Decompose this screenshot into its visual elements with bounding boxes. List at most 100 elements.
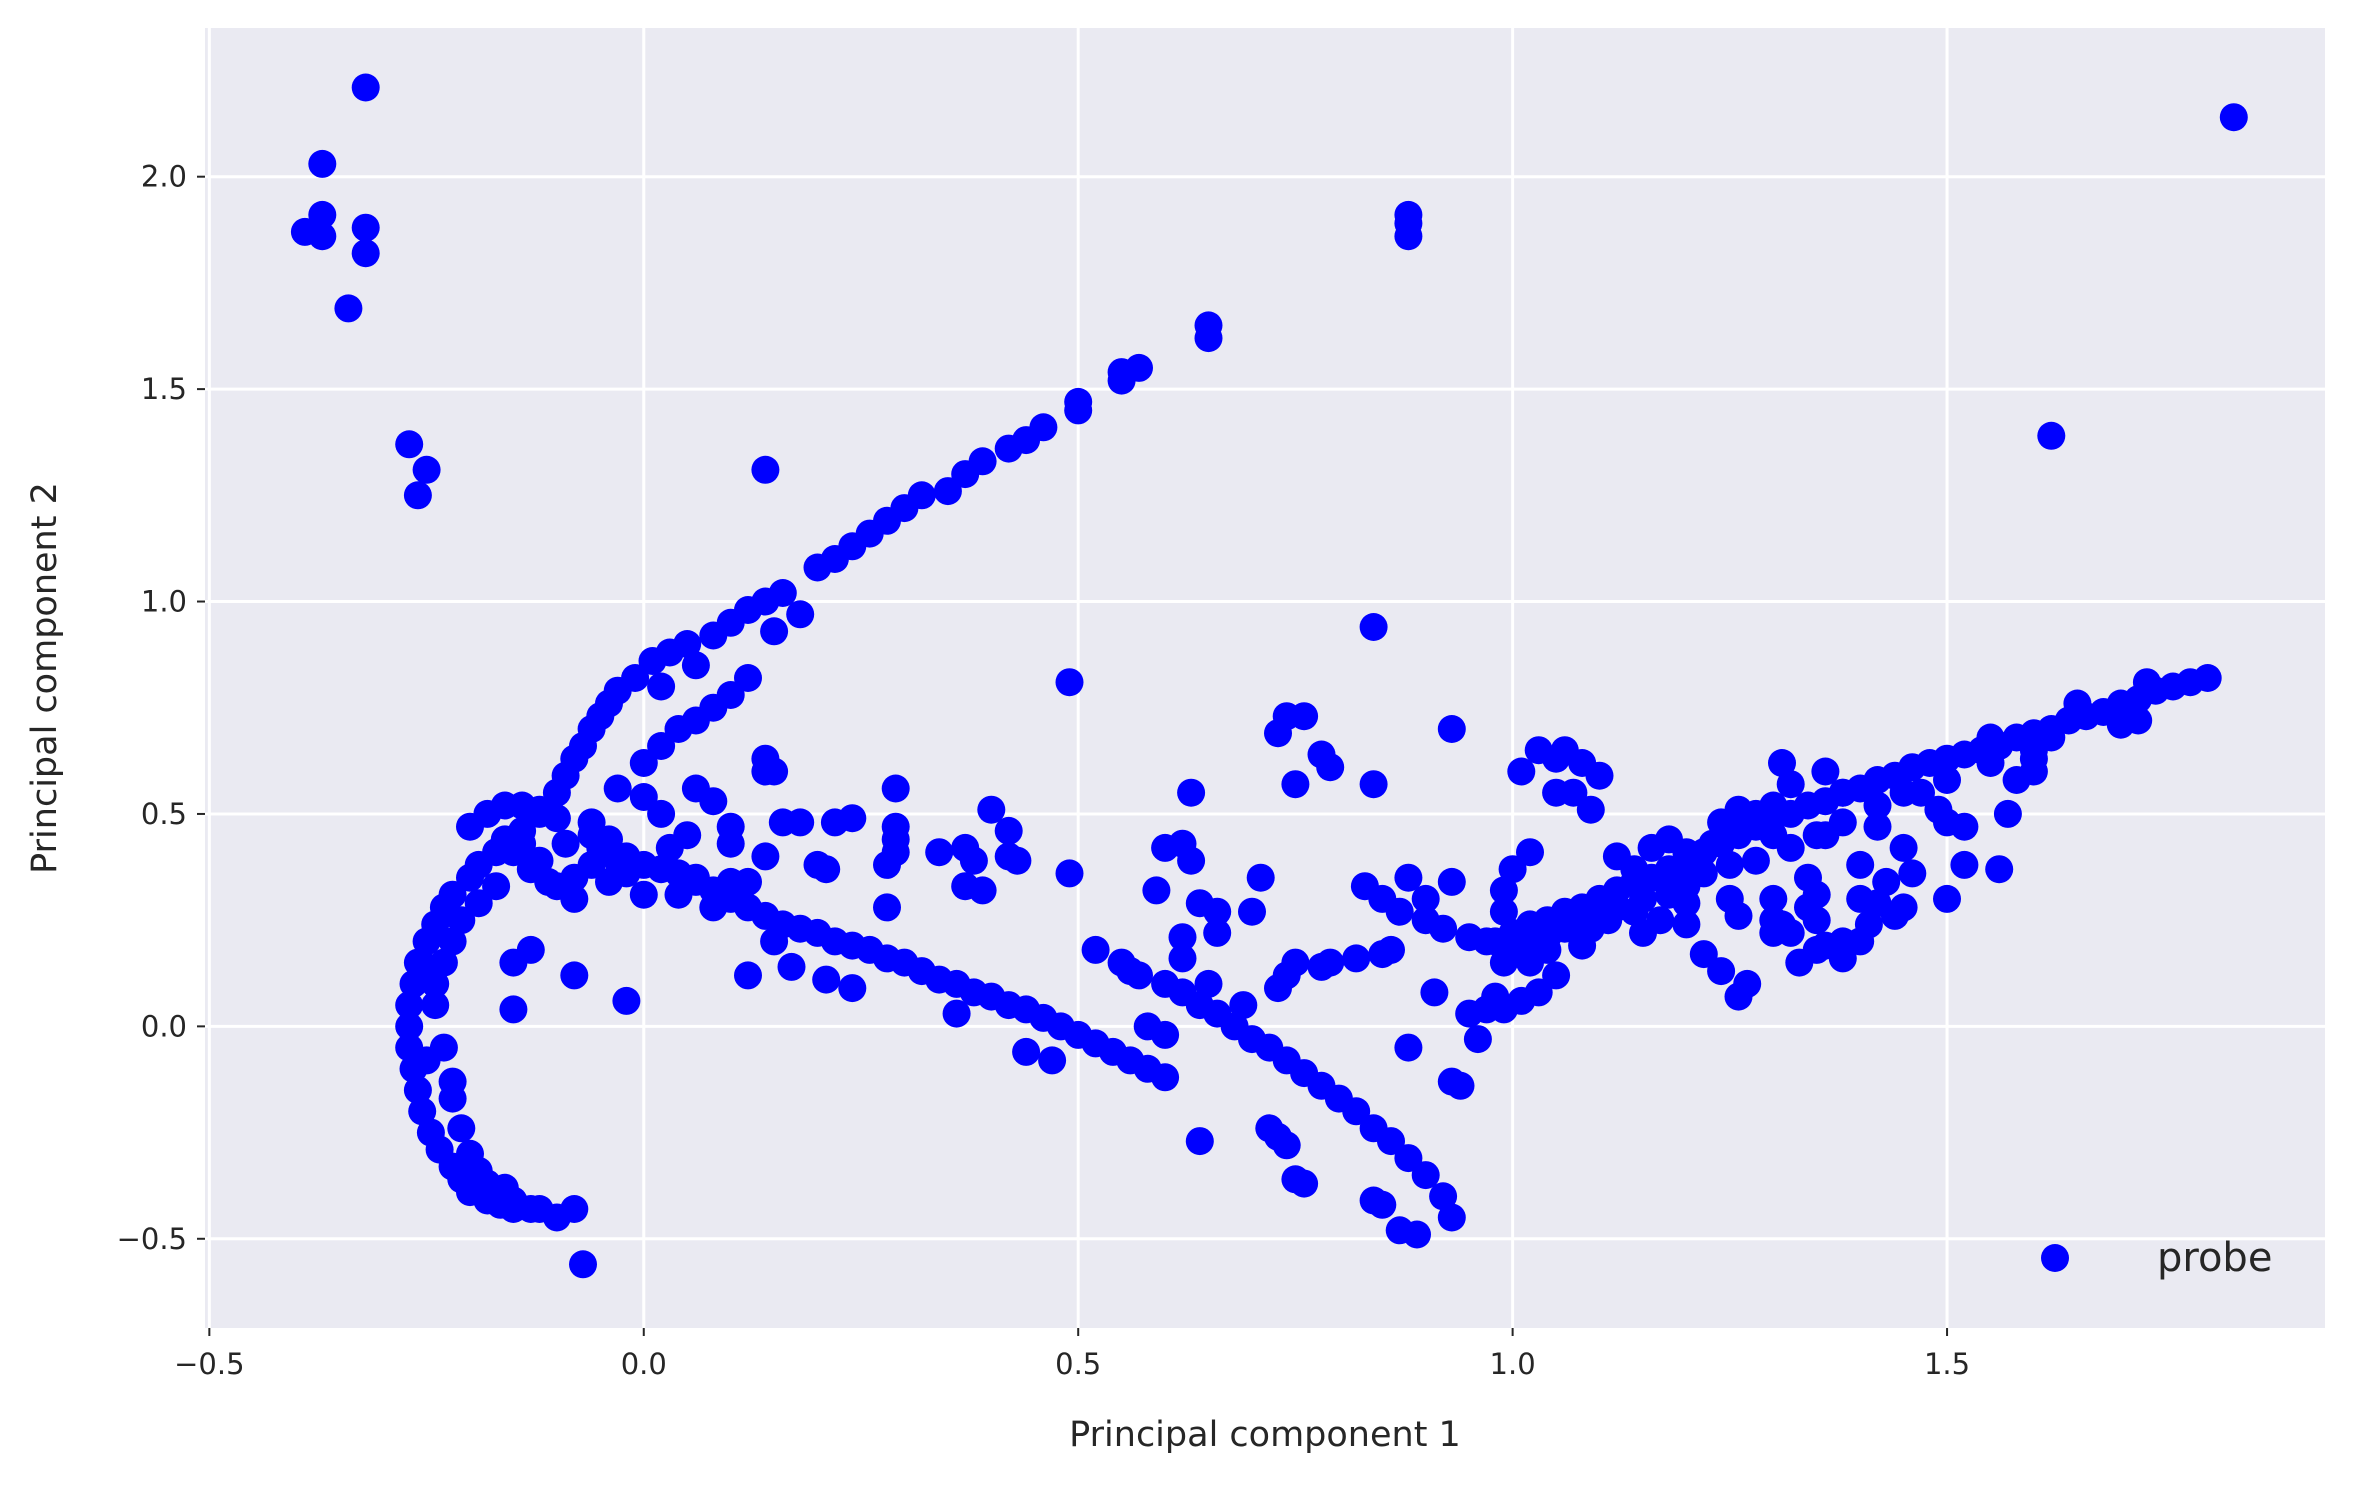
data-point <box>1229 991 1258 1020</box>
data-point <box>1759 884 1788 913</box>
y-axis-title: Principal component 2 <box>25 482 65 874</box>
data-point <box>1203 897 1232 926</box>
data-point <box>1985 855 2014 884</box>
data-point <box>760 757 789 786</box>
data-point <box>1342 944 1371 973</box>
data-point <box>1437 715 1466 743</box>
data-point <box>1394 1033 1423 1062</box>
data-point <box>1585 761 1614 790</box>
data-point <box>1811 931 1840 960</box>
data-point <box>2124 706 2153 735</box>
data-point <box>1620 897 1649 926</box>
data-point <box>447 906 476 935</box>
data-point <box>734 867 762 896</box>
data-point <box>1681 850 1710 879</box>
data-point <box>664 880 693 909</box>
data-point <box>1811 821 1840 850</box>
data-point <box>560 884 589 913</box>
data-point <box>1133 1012 1162 1041</box>
data-point <box>812 855 841 884</box>
data-point <box>751 842 780 871</box>
data-point <box>777 952 806 981</box>
data-point <box>1316 948 1345 977</box>
data-point <box>1238 897 1266 926</box>
data-point <box>933 477 962 506</box>
data-point <box>2019 744 2048 773</box>
y-tick-label: 1.0 <box>141 585 187 619</box>
data-point <box>629 783 658 811</box>
data-point <box>1029 413 1058 442</box>
data-point <box>1898 859 1927 888</box>
data-point <box>2037 723 2066 752</box>
data-point <box>977 795 1006 824</box>
data-point <box>1950 850 1979 879</box>
data-point <box>438 1084 467 1113</box>
data-point <box>560 961 589 990</box>
data-point <box>1446 1071 1475 1100</box>
data-point <box>1863 791 1892 820</box>
data-point <box>1950 812 1979 841</box>
data-point <box>1568 931 1597 960</box>
data-point <box>1715 850 1744 879</box>
data-point <box>968 876 997 905</box>
data-point <box>1976 749 2005 777</box>
data-point <box>603 774 632 803</box>
data-point <box>1516 838 1544 867</box>
data-point <box>1689 940 1718 969</box>
data-point <box>925 838 954 867</box>
data-point <box>1933 884 1961 913</box>
data-point <box>1794 893 1822 922</box>
data-point <box>1907 778 1935 807</box>
data-point <box>1768 910 1796 939</box>
data-point <box>1403 1220 1431 1249</box>
data-point <box>1463 1025 1492 1054</box>
data-point <box>1359 770 1388 799</box>
data-point <box>412 455 441 484</box>
data-point <box>1724 901 1753 930</box>
data-point <box>1880 901 1909 930</box>
data-point <box>1707 957 1736 986</box>
data-point <box>1698 829 1727 858</box>
data-point <box>1846 850 1875 879</box>
data-point <box>1889 833 1918 862</box>
data-point <box>395 991 424 1020</box>
data-point <box>525 799 554 828</box>
data-point <box>959 846 988 875</box>
data-point <box>1003 846 1032 875</box>
data-point <box>438 880 467 909</box>
plot-background <box>205 28 2325 1328</box>
data-point <box>2132 668 2161 697</box>
data-point <box>1672 889 1701 918</box>
data-point <box>1394 222 1423 251</box>
data-point <box>1342 1097 1371 1126</box>
data-point <box>751 455 780 484</box>
data-point <box>577 808 606 837</box>
data-point <box>1185 1127 1214 1156</box>
data-point <box>1733 812 1762 841</box>
data-point <box>1542 778 1571 807</box>
data-point <box>1116 957 1145 986</box>
data-point <box>1177 846 1206 875</box>
data-point <box>1246 863 1275 892</box>
data-point <box>1420 978 1449 1007</box>
data-point <box>1168 923 1197 952</box>
data-point <box>1854 910 1883 939</box>
data-point <box>1359 613 1388 641</box>
data-point <box>308 149 337 178</box>
data-point <box>1489 948 1518 977</box>
data-point <box>1733 969 1762 998</box>
data-point <box>1481 982 1510 1011</box>
data-point <box>1846 884 1875 913</box>
data-point <box>595 867 623 896</box>
data-point <box>1316 753 1345 782</box>
data-point <box>351 213 380 242</box>
y-tick-label: 1.5 <box>141 372 187 406</box>
data-point <box>429 1033 458 1062</box>
data-point <box>873 893 901 922</box>
data-point <box>395 430 424 459</box>
data-point <box>838 804 867 833</box>
data-point <box>716 829 745 858</box>
data-point <box>351 239 380 268</box>
data-point <box>1394 1144 1423 1173</box>
